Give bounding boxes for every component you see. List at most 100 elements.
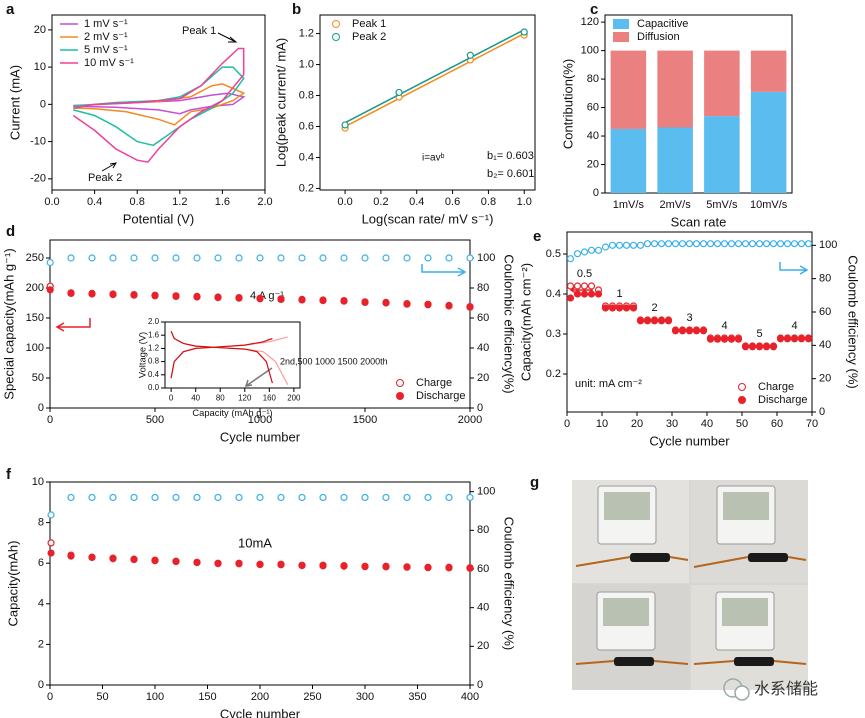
x-tick-label: 0.4 <box>409 196 424 208</box>
data-point <box>622 241 631 249</box>
data-point <box>650 317 659 325</box>
data-point <box>130 555 138 564</box>
data-point <box>678 327 687 335</box>
x-tick-label: 80 <box>216 393 225 402</box>
y-tick-label: 0.8 <box>148 357 160 366</box>
bar-segment <box>704 50 740 117</box>
bar-segment <box>657 50 693 128</box>
x-tick-label: 0.0 <box>44 196 59 208</box>
data-point <box>727 240 736 248</box>
legend-label: Diffusion <box>637 31 680 43</box>
y2-tick-label: 40 <box>477 342 489 354</box>
axis-arrow <box>55 318 91 332</box>
x-tick-label: 0 <box>47 691 53 703</box>
y-tick-label: 0.5 <box>546 248 561 260</box>
data-point <box>664 317 673 325</box>
data-point <box>88 290 96 298</box>
step-label: 0.5 <box>577 268 592 280</box>
y2-tick-label: 80 <box>819 273 831 285</box>
data-point <box>643 317 652 325</box>
photo <box>572 480 808 690</box>
y-tick-label: -20 <box>30 173 46 185</box>
arrow <box>244 367 273 387</box>
data-point <box>193 254 201 262</box>
x-tick-label: 70 <box>806 418 818 430</box>
x-tick-label: 0.0 <box>337 196 352 208</box>
panel: 1mV/s 2mV/s 5mV/s 10mV/s 0 20 40 60 80 100 120 Scan… <box>560 14 793 229</box>
axis-arrow <box>421 264 467 277</box>
y-tick-label: 2 <box>38 638 44 650</box>
data-point <box>172 493 180 502</box>
panel-letter: g <box>530 474 539 491</box>
y-tick-label: 1.2 <box>148 343 159 352</box>
y-tick-label: 250 <box>26 252 44 264</box>
legend-label: Peak 2 <box>352 31 386 43</box>
y-tick-label: 60 <box>587 101 599 113</box>
data-point <box>277 254 285 262</box>
y-axis-label: Voltage (V) <box>137 332 147 378</box>
x-axis-label: Cycle number <box>649 433 730 448</box>
x-tick-label: 5mV/s <box>706 199 738 211</box>
data-line <box>73 92 246 115</box>
y-tick-label: 0.4 <box>299 151 314 163</box>
data-point <box>424 493 432 502</box>
panel: 0 40 80 120 160 200 0.0 0.4 0.8 1.2 1.6 2.0 Capacity… <box>137 317 301 418</box>
x-tick-label: 1.2 <box>172 196 187 208</box>
data-point <box>256 493 264 502</box>
data-point <box>720 240 729 248</box>
data-point <box>340 562 348 570</box>
step-label: 1 <box>616 288 622 300</box>
x-tick-label: 160 <box>263 393 277 402</box>
step-label: 5 <box>756 328 762 340</box>
x-tick-label: 120 <box>238 393 252 402</box>
y-tick-label: 0.4 <box>148 370 160 379</box>
data-point <box>277 493 285 502</box>
data-point <box>713 335 722 343</box>
y2-tick-label: 60 <box>477 563 489 575</box>
fit-line <box>344 32 525 128</box>
panel: 0 10 20 30 40 50 60 70 0.2 0.3 0.4 0.5 0 20 40 60 80 100 C… <box>518 231 861 448</box>
data-point <box>629 241 638 249</box>
data-point <box>699 240 708 248</box>
annotation: 2nd,500 1000 1500 2000th <box>280 356 388 366</box>
y2-tick-label: 0 <box>477 402 483 414</box>
data-point <box>151 254 159 262</box>
data-point <box>769 343 778 351</box>
data-point <box>109 291 117 299</box>
fit-line <box>344 29 525 124</box>
data-point <box>748 240 757 248</box>
arrow <box>101 162 117 172</box>
x-tick-label: 10mV/s <box>750 199 788 211</box>
data-line <box>73 66 245 147</box>
data-point <box>769 240 778 248</box>
data-point <box>622 304 631 312</box>
bar-segment <box>750 91 787 193</box>
plot-frame <box>51 14 266 191</box>
data-point <box>424 564 432 572</box>
x-tick-label: 400 <box>461 691 479 703</box>
data-point <box>601 304 610 312</box>
x-tick-label: 20 <box>631 418 643 430</box>
bar-segment <box>610 50 647 129</box>
legend-swatch <box>738 396 746 404</box>
data-point <box>741 240 750 248</box>
y-tick-label: 80 <box>587 73 599 85</box>
data-point <box>109 555 117 563</box>
data-point <box>566 255 575 263</box>
data-point <box>573 282 582 290</box>
data-point <box>395 88 403 97</box>
data-point <box>755 343 764 351</box>
data-point <box>587 290 596 298</box>
x-axis-label: Scan rate <box>671 214 727 229</box>
data-point <box>594 246 603 254</box>
y-tick-label: 0.8 <box>299 89 314 101</box>
y2-tick-label: 100 <box>477 486 495 498</box>
y2-tick-label: 100 <box>477 252 495 264</box>
y-tick-label: 1.0 <box>299 58 314 70</box>
y2-tick-label: 80 <box>477 524 489 536</box>
data-point <box>734 335 743 343</box>
data-point <box>445 564 453 572</box>
data-point <box>193 293 201 301</box>
data-point <box>130 493 138 502</box>
plot-frame <box>49 239 471 409</box>
